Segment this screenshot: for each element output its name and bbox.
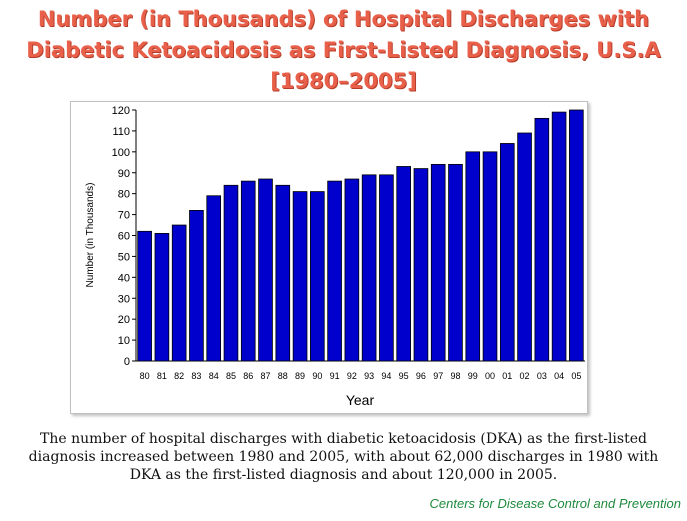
y-tick-label: 30 xyxy=(118,293,130,305)
y-tick-label: 70 xyxy=(118,210,130,222)
y-tick-label: 80 xyxy=(118,189,130,201)
x-tick-label: 92 xyxy=(347,371,357,381)
bar-92 xyxy=(344,178,360,362)
x-tick-label: 00 xyxy=(485,371,495,381)
bar-86 xyxy=(240,180,256,362)
bar-87 xyxy=(258,178,273,362)
bar-84 xyxy=(206,195,222,362)
bar-05 xyxy=(569,109,584,362)
bar-00 xyxy=(482,151,498,362)
x-tick-label: 91 xyxy=(330,371,340,381)
bar-chart: Number (in Thousands) Year 0102030405060… xyxy=(85,105,585,408)
bar-01 xyxy=(499,143,515,362)
x-tick-label: 04 xyxy=(554,371,564,381)
bar-93 xyxy=(361,174,377,362)
bar-97 xyxy=(430,163,446,362)
bar-83 xyxy=(189,210,204,362)
y-tick-label: 100 xyxy=(112,147,130,159)
x-tick-label: 97 xyxy=(433,371,443,381)
x-tick-label: 87 xyxy=(261,371,271,381)
x-tick-label: 80 xyxy=(140,371,150,381)
bar-04 xyxy=(551,111,567,362)
caption: The number of hospital discharges with d… xyxy=(28,431,659,483)
bar-02 xyxy=(517,132,532,362)
y-tick-label: 0 xyxy=(124,356,130,368)
y-tick-label: 40 xyxy=(118,272,130,284)
x-tick-label: 02 xyxy=(520,371,530,381)
title-line-1: Number (in Thousands) of Hospital Discha… xyxy=(37,7,650,31)
bar-90 xyxy=(310,191,325,362)
x-tick-label: 85 xyxy=(226,371,236,381)
x-tick-label: 05 xyxy=(571,371,581,381)
x-tick-label: 90 xyxy=(312,371,322,381)
x-tick-label: 93 xyxy=(364,371,374,381)
y-axis-label: Number (in Thousands) xyxy=(85,183,96,288)
bar-91 xyxy=(327,180,342,362)
x-tick-label: 94 xyxy=(381,371,391,381)
bar-88 xyxy=(275,184,291,362)
bar-96 xyxy=(413,168,429,362)
bar-80 xyxy=(137,230,152,362)
x-tick-label: 96 xyxy=(416,371,426,381)
bar-85 xyxy=(223,184,239,362)
x-tick-label: 81 xyxy=(157,371,167,381)
x-tick-label: 82 xyxy=(174,371,184,381)
chart-panel: Number (in Thousands) Year 0 10 20 30 40 50 60… xyxy=(70,101,588,414)
bar-99 xyxy=(465,151,481,362)
title-line-2: Diabetic Ketoacidosis as First-Listed Di… xyxy=(26,38,661,62)
bar-94 xyxy=(379,174,394,362)
x-tick-label: 84 xyxy=(209,371,219,381)
bar-03 xyxy=(534,117,550,362)
source-credit: Centers for Disease Control and Preventi… xyxy=(429,496,681,511)
x-tick-label: 98 xyxy=(450,371,460,381)
x-tick-label: 88 xyxy=(278,371,288,381)
x-tick-label: 86 xyxy=(243,371,253,381)
x-tick-label: 99 xyxy=(468,371,478,381)
bar-98 xyxy=(448,163,463,362)
title-line-3: [1980–2005] xyxy=(270,69,417,93)
bar-82 xyxy=(171,224,187,362)
y-tick-label: 20 xyxy=(118,314,130,326)
x-tick-label: 89 xyxy=(295,371,305,381)
y-tick-label: 110 xyxy=(112,126,130,138)
slide-title: Number (in Thousands) of Hospital Discha… xyxy=(0,4,687,97)
bar-81 xyxy=(154,233,170,362)
x-axis-label: Year xyxy=(346,392,375,408)
x-tick-label: 95 xyxy=(399,371,409,381)
y-tick-label: 90 xyxy=(118,168,130,180)
y-tick-label: 50 xyxy=(118,251,130,263)
y-tick-label: 10 xyxy=(118,335,130,347)
x-tick-label: 01 xyxy=(502,371,512,381)
bar-89 xyxy=(292,191,308,362)
y-tick-label: 120 xyxy=(112,105,130,117)
y-tick-label: 60 xyxy=(118,231,130,243)
bar-95 xyxy=(396,166,411,362)
x-tick-label: 83 xyxy=(191,371,201,381)
x-tick-label: 03 xyxy=(537,371,547,381)
